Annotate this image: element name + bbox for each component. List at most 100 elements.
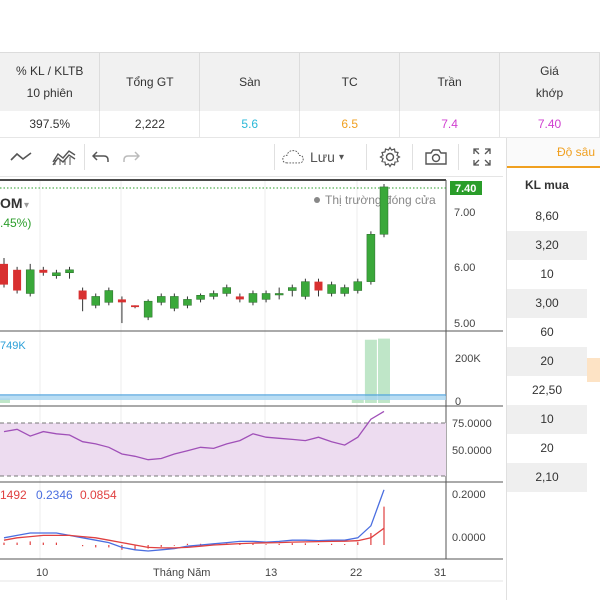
candles-group	[0, 183, 389, 324]
x-label-month: Tháng Năm	[153, 567, 210, 579]
candle-body	[52, 272, 61, 276]
candle-body	[25, 269, 35, 294]
line-chart-icon[interactable]	[8, 146, 34, 168]
depth-row: 10	[540, 267, 554, 281]
volume-bar	[0, 398, 10, 403]
candle-body	[91, 296, 100, 306]
macd-value-2: 0.2346	[36, 488, 73, 502]
rsi-tick-50: 50.0000	[452, 445, 492, 457]
fullscreen-icon[interactable]	[470, 146, 494, 168]
depth-row: 20	[507, 347, 587, 376]
depth-row: 8,60	[535, 209, 559, 223]
x-label-31: 31	[434, 567, 446, 579]
volume-bars-group	[0, 338, 390, 403]
symbol-dropdown-icon[interactable]: ▾	[24, 200, 29, 211]
candle-body	[104, 290, 114, 303]
volume-tick-200k: 200K	[455, 353, 481, 365]
stats-value-floor: 5.6	[199, 111, 301, 138]
stats-header-ceiling: Trần	[399, 52, 501, 111]
stats-header-floor: Sàn	[199, 52, 301, 111]
volume-bar	[378, 338, 390, 403]
x-label-10: 10	[36, 567, 48, 579]
undo-icon[interactable]	[90, 146, 112, 168]
candle-body	[288, 287, 297, 291]
x-label-13: 13	[265, 567, 277, 579]
depth-header-buy-volume: KL mua	[525, 178, 569, 192]
candle-body	[170, 296, 179, 309]
price-tick-7: 7.00	[454, 207, 475, 219]
stats-header-kl-kltb: % KL / KLTB 10 phiên	[0, 52, 101, 111]
macd-tick-02: 0.2000	[452, 489, 486, 501]
candle-body	[0, 263, 8, 285]
candle-body	[156, 296, 166, 303]
macd-tick-0: 0.0000	[452, 532, 486, 544]
candle-body	[209, 293, 218, 297]
candle-body	[117, 299, 126, 303]
market-status-dot-icon	[314, 197, 320, 203]
candle-body	[13, 269, 22, 291]
candle-body	[39, 269, 48, 273]
candle-body	[196, 295, 205, 300]
tab-order-depth[interactable]: Độ sâu	[507, 138, 600, 168]
candle-body	[78, 290, 87, 300]
chart-toolbar: Lưu ▾	[0, 138, 503, 177]
stats-value-match-price: 7.40	[499, 111, 600, 138]
candle-body	[261, 293, 271, 300]
x-label-22: 22	[350, 567, 362, 579]
macd-value-1: 1492	[0, 488, 27, 502]
candle-body	[274, 293, 284, 296]
last-price-label: 7.40	[455, 183, 476, 195]
area-chart-icon[interactable]	[50, 146, 78, 168]
volume-bar	[351, 399, 364, 403]
depth-highlight-bar	[587, 358, 600, 382]
depth-row: 22,50	[531, 383, 563, 397]
volume-label: 749K	[0, 340, 26, 352]
cloud-icon	[282, 150, 304, 164]
depth-row: 10	[507, 405, 587, 434]
candle-body	[131, 305, 140, 308]
rsi-line	[3, 410, 385, 461]
stats-value-ceiling: 7.4	[399, 111, 501, 138]
candle-body	[222, 287, 232, 294]
macd-signal-line	[3, 527, 385, 549]
stock-stats-table: % KL / KLTB 10 phiên Tổng GT Sàn TC Trần …	[0, 52, 600, 138]
price-tick-6: 6.00	[454, 262, 475, 274]
last-price-tag	[450, 181, 482, 195]
depth-row: 2,10	[507, 463, 587, 492]
candle-body	[379, 186, 389, 235]
save-cloud-button[interactable]: Lưu ▾	[282, 146, 344, 168]
depth-row: 3,00	[507, 289, 587, 318]
macd-histogram-group	[3, 506, 385, 550]
stats-value-kl-kltb: 397.5%	[0, 111, 101, 138]
price-chart[interactable]: OM ▾ .45%) Thị trường đóng cửa 749K 1492…	[0, 177, 503, 600]
candle-body	[183, 299, 192, 306]
depth-row: 20	[540, 441, 554, 455]
candle-body	[65, 269, 74, 274]
depth-row: 3,20	[507, 231, 587, 260]
volume-bar	[364, 339, 377, 403]
candle-body	[301, 281, 310, 297]
volume-tick-0: 0	[455, 396, 461, 408]
candle-body	[248, 293, 258, 303]
candle-body	[340, 287, 349, 294]
order-depth-panel: Độ sâu KL mua 8,60 3,20 10 3,00 60 20 22,50 10 2…	[506, 138, 600, 600]
stats-header-reference: TC	[299, 52, 401, 111]
candle-body	[366, 234, 376, 282]
chevron-down-icon: ▾	[338, 151, 344, 163]
candle-body	[143, 300, 153, 318]
candle-body	[314, 281, 323, 291]
candle-body	[235, 296, 244, 300]
stats-header-total-value: Tổng GT	[99, 52, 201, 111]
price-tick-5: 5.00	[454, 318, 475, 330]
gear-icon[interactable]	[376, 146, 404, 168]
camera-icon[interactable]	[422, 146, 450, 168]
rsi-tick-75: 75.0000	[452, 418, 492, 430]
depth-row: 60	[540, 325, 554, 339]
change-percent-label: .45%)	[0, 216, 31, 230]
redo-icon[interactable]	[120, 146, 142, 168]
stats-value-reference: 6.5	[299, 111, 401, 138]
candle-body	[353, 281, 363, 291]
candle-body	[327, 284, 336, 294]
stats-header-match-price: Giá khớp	[499, 52, 600, 111]
save-label: Lưu	[310, 149, 335, 165]
